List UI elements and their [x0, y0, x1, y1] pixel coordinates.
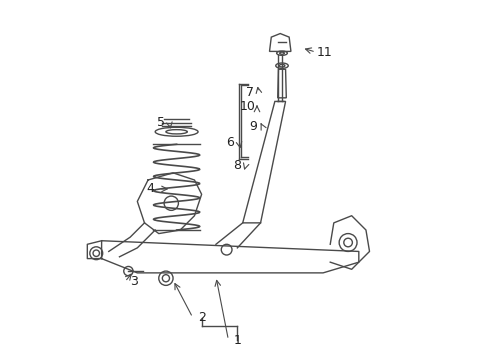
Text: 4: 4	[145, 183, 153, 195]
Text: 2: 2	[197, 311, 205, 324]
Text: 6: 6	[226, 136, 234, 149]
Text: 11: 11	[316, 46, 332, 59]
Text: 10: 10	[240, 100, 256, 113]
Text: 7: 7	[245, 86, 253, 99]
Text: 5: 5	[156, 116, 164, 129]
Text: 8: 8	[232, 159, 240, 172]
Text: 3: 3	[129, 275, 138, 288]
Text: 1: 1	[233, 333, 241, 347]
Text: 9: 9	[249, 120, 257, 133]
